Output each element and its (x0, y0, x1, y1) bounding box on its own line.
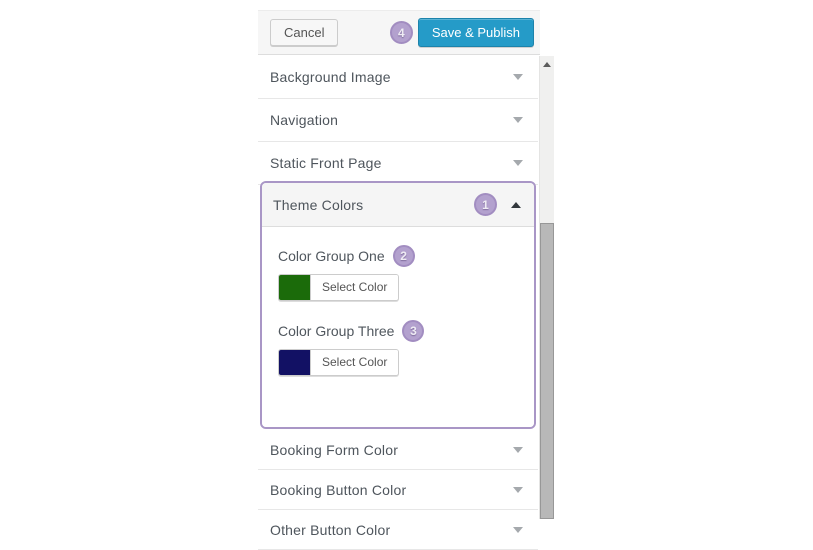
cancel-button[interactable]: Cancel (270, 19, 339, 46)
section-title: Other Button Color (270, 521, 391, 538)
chevron-down-icon (513, 526, 523, 533)
select-color-button[interactable]: Select Color (310, 275, 399, 300)
theme-colors-body: Color Group One 2 Select Color Color Gro… (262, 227, 534, 427)
annotation-badge-3: 3 (402, 320, 425, 342)
section-title: Background Image (270, 69, 391, 85)
section-title: Static Front Page (270, 155, 382, 171)
chevron-down-icon (513, 74, 523, 80)
annotation-badge-4: 4 (389, 21, 413, 44)
color-swatch-navy (279, 350, 310, 375)
section-title: Navigation (270, 112, 339, 128)
section-static-front-page[interactable]: Static Front Page (258, 142, 538, 185)
save-publish-button[interactable]: Save & Publish (417, 18, 534, 47)
section-title: Booking Button Color (270, 481, 407, 498)
section-title: Booking Form Color (270, 441, 399, 458)
color-group-one-row: Color Group One 2 (278, 245, 518, 267)
color-group-three-row: Color Group Three 3 (278, 320, 518, 342)
section-booking-button-color[interactable]: Booking Button Color (258, 470, 538, 510)
section-booking-form-color[interactable]: Booking Form Color (258, 430, 538, 470)
panel-body: Background Image Navigation Static Front… (258, 56, 554, 550)
theme-colors-highlight-box: Theme Colors 1 Color Group One 2 Select … (260, 181, 536, 429)
color-group-one-label: Color Group One (278, 248, 385, 264)
chevron-down-icon (513, 117, 523, 123)
chevron-down-icon (513, 486, 523, 493)
section-theme-colors[interactable]: Theme Colors 1 (262, 183, 534, 227)
chevron-down-icon (513, 160, 523, 166)
chevron-up-icon (511, 201, 521, 208)
section-navigation[interactable]: Navigation (258, 99, 538, 142)
scroll-up-arrow-icon[interactable] (543, 61, 552, 68)
annotation-badge-1: 1 (474, 193, 497, 216)
action-bar-right: 4 Save & Publish (389, 18, 534, 47)
customizer-panel: Cancel 4 Save & Publish Background Image… (258, 10, 554, 550)
annotation-badge-2: 2 (392, 245, 415, 267)
scrollbar-track[interactable] (539, 56, 554, 519)
section-title: Theme Colors (273, 196, 364, 213)
color-group-three-label: Color Group Three (278, 323, 395, 339)
action-bar: Cancel 4 Save & Publish (258, 10, 540, 55)
color-group-one-picker[interactable]: Select Color (278, 274, 400, 301)
color-group-three-picker[interactable]: Select Color (278, 349, 400, 376)
color-swatch-green (279, 275, 310, 300)
chevron-down-icon (513, 446, 523, 453)
select-color-button[interactable]: Select Color (310, 350, 399, 375)
scrollbar-thumb[interactable] (540, 223, 554, 519)
section-other-button-color[interactable]: Other Button Color (258, 510, 538, 550)
section-background-image[interactable]: Background Image (258, 56, 538, 99)
sections-list: Background Image Navigation Static Front… (258, 56, 538, 550)
